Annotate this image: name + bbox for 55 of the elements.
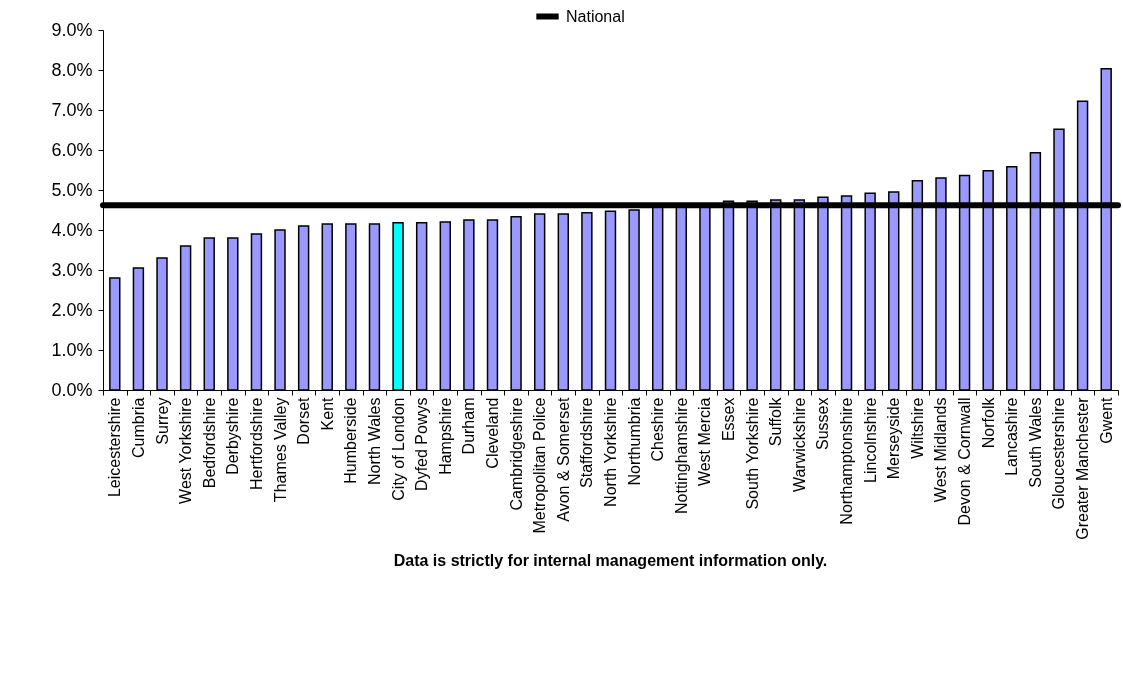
x-tick-label: North Wales <box>365 397 383 485</box>
x-tick-label: Kent <box>318 396 336 431</box>
y-tick-label: 7.0% <box>51 99 93 120</box>
x-tick-label: Greater Manchester <box>1074 396 1092 540</box>
x-tick-label: Staffordshire <box>578 397 596 488</box>
x-tick-label: Lincolnshire <box>861 397 879 483</box>
x-tick-label: Hertfordshire <box>247 397 265 490</box>
x-tick-label: Dyfed Powys <box>413 397 431 491</box>
x-tick-label: Cheshire <box>649 397 667 462</box>
x-tick-label: Leicestershire <box>106 397 124 498</box>
x-tick-label: Devon & Cornwall <box>956 397 974 526</box>
y-tick-label: 5.0% <box>51 179 93 200</box>
x-tick-label: Sussex <box>814 397 832 450</box>
x-tick-label: City of London <box>389 397 407 501</box>
x-tick-label: Lancashire <box>1003 397 1021 476</box>
y-tick-label: 4.0% <box>51 219 93 240</box>
y-tick-label: 3.0% <box>51 259 93 280</box>
x-tick-label: Humberside <box>342 397 360 484</box>
x-tick-label: Cleveland <box>483 397 501 469</box>
x-tick-label: Essex <box>720 397 738 442</box>
x-tick-label: South Yorkshire <box>743 397 761 510</box>
x-tick-label: Wiltshire <box>908 397 926 459</box>
x-tick-label: Cumbria <box>129 397 147 458</box>
y-tick-label: 1.0% <box>51 339 93 360</box>
x-tick-label: North Yorkshire <box>602 397 619 507</box>
legend-label: National <box>566 7 625 25</box>
x-tick-label: Gwent <box>1097 396 1115 444</box>
x-tick-label: Merseyside <box>885 397 903 480</box>
x-tick-label: South Wales <box>1026 397 1044 488</box>
x-tick-label: Nottinghamshire <box>672 397 690 514</box>
x-tick-label: Surrey <box>153 397 171 445</box>
x-tick-label: Northumbria <box>625 397 643 486</box>
x-tick-label: Cambridgeshire <box>507 397 525 511</box>
x-tick-label: Dorset <box>295 396 313 445</box>
x-tick-label: Warwickshire <box>790 397 808 493</box>
y-tick-label: 2.0% <box>51 299 93 320</box>
x-tick-label: Norfolk <box>979 396 997 449</box>
x-tick-label: Metropolitan Police <box>531 397 549 534</box>
y-tick-label: 0.0% <box>51 379 93 400</box>
x-tick-label: Gloucestershire <box>1050 397 1068 510</box>
x-tick-label: Bedfordshire <box>200 397 218 489</box>
x-tick-label: Thames Valley <box>271 397 289 503</box>
y-tick-label: 8.0% <box>51 59 93 80</box>
x-tick-label: Durham <box>460 397 478 455</box>
x-tick-label: West Midlands <box>932 397 950 503</box>
x-tick-label: Derbyshire <box>224 397 242 475</box>
x-tick-label: Northamptonshire <box>838 397 856 525</box>
x-tick-label: West Mercia <box>696 397 714 487</box>
x-tick-label: Avon & Somerset <box>554 396 572 522</box>
y-tick-label: 9.0% <box>51 19 93 40</box>
text: Data is strictly for internal management information only. <box>393 552 828 570</box>
y-tick-label: 6.0% <box>51 139 93 160</box>
x-tick-label: Hampshire <box>436 397 454 475</box>
x-tick-label: West Yorkshire <box>177 397 195 504</box>
x-tick-label: Suffolk <box>767 396 785 447</box>
